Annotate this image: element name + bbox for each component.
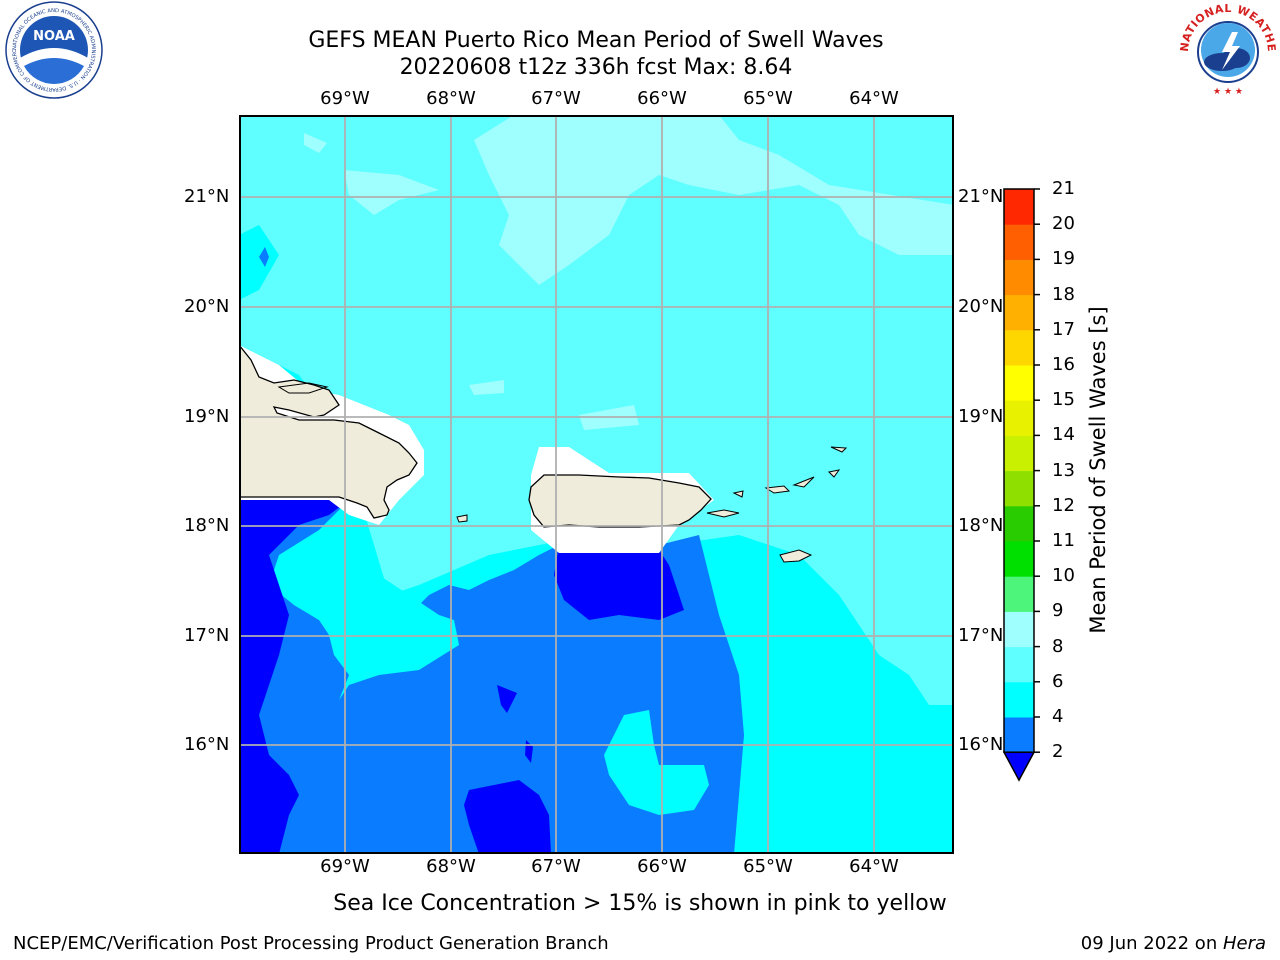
colorbar-segment	[1004, 224, 1034, 260]
colorbar-segment	[1004, 259, 1034, 296]
colorbar-tick-label: 6	[1052, 670, 1064, 692]
colorbar-label: Mean Period of Swell Waves [s]	[1086, 306, 1110, 634]
colorbar-tick-label: 13	[1052, 459, 1075, 481]
colorbar-segment	[1004, 717, 1034, 753]
colorbar-segment	[1004, 681, 1034, 718]
colorbar-segment	[1004, 576, 1034, 612]
map-frame	[239, 115, 954, 854]
lon-tick-top: 68°W	[426, 88, 476, 109]
puerto-rico-landmass	[528, 474, 712, 528]
band-9-10-north	[474, 115, 954, 285]
lon-tick-top: 64°W	[849, 88, 899, 109]
band-8-9	[239, 115, 954, 705]
colorbar-tick-label: 12	[1052, 494, 1075, 516]
colorbar-tick-label: 20	[1052, 213, 1075, 235]
colorbar-segment	[1004, 294, 1034, 331]
colorbar-tick-label: 4	[1052, 706, 1064, 727]
colorbar-tick-label: 17	[1052, 318, 1075, 340]
footer-date: 09 Jun 2022 on Hera	[1081, 933, 1266, 954]
map-gridlines	[239, 115, 954, 854]
colorbar-segment	[1004, 541, 1034, 577]
colorbar-segment	[1004, 470, 1034, 507]
swell-period-map	[239, 115, 954, 854]
colorbar-tick-label: 9	[1052, 600, 1064, 622]
hispaniola-landmass	[239, 343, 418, 519]
lat-tick-left: 17°N	[184, 625, 230, 646]
colorbar-segment	[1004, 400, 1034, 436]
colorbar-tick-label: 21	[1052, 178, 1075, 199]
noaa-logo: NOAA NATIONAL OCEANIC AND ATMOSPHERIC AD…	[2, 0, 103, 99]
lat-tick-left: 16°N	[184, 734, 230, 755]
colorbar-tick-label: 15	[1052, 389, 1075, 411]
lat-tick-right: 16°N	[958, 734, 1004, 755]
band-2-4	[239, 500, 349, 854]
footer-credit: NCEP/EMC/Verification Post Processing Pr…	[13, 933, 609, 954]
lat-tick-right: 17°N	[958, 625, 1004, 646]
colorbar-segment	[1004, 435, 1034, 472]
colorbar-segment	[1004, 365, 1034, 401]
colorbar	[1002, 188, 1040, 782]
lat-tick-right: 18°N	[958, 515, 1004, 536]
footer-machine: Hera	[1222, 933, 1266, 954]
colorbar-segment	[1004, 611, 1034, 648]
lat-tick-left: 20°N	[184, 296, 230, 317]
colorbar-tick-label: 16	[1052, 354, 1075, 375]
colorbar-tick-label: 14	[1052, 424, 1075, 446]
lon-tick-bottom: 64°W	[849, 856, 899, 877]
colorbar-tick-label: 18	[1052, 283, 1075, 305]
lon-tick-bottom: 66°W	[637, 856, 687, 877]
colorbar-segment	[1004, 189, 1034, 225]
lon-tick-bottom: 68°W	[426, 856, 476, 877]
map-title: GEFS MEAN Puerto Rico Mean Period of Swe…	[308, 28, 884, 53]
lat-tick-right: 19°N	[958, 406, 1004, 427]
lon-tick-top: 69°W	[320, 88, 370, 109]
colorbar-segment	[1004, 505, 1034, 542]
nws-logo: NATIONAL WEATHER SERVICE ★ ★ ★	[1176, 0, 1278, 99]
colorbar-tick-label: 8	[1052, 635, 1064, 657]
colorbar-tick-label: 10	[1052, 565, 1075, 587]
colorbar-tick-label: 19	[1052, 248, 1075, 270]
lon-tick-bottom: 67°W	[531, 856, 581, 877]
lat-tick-left: 21°N	[184, 186, 230, 207]
lat-tick-right: 21°N	[958, 186, 1004, 207]
lon-tick-bottom: 65°W	[743, 856, 793, 877]
lat-tick-right: 20°N	[958, 296, 1004, 317]
footer-date-text: 09 Jun 2022 on	[1080, 933, 1223, 954]
lon-tick-bottom: 69°W	[320, 856, 370, 877]
lon-tick-top: 65°W	[743, 88, 793, 109]
lon-tick-top: 67°W	[531, 88, 581, 109]
sea-ice-caption: Sea Ice Concentration > 15% is shown in …	[333, 891, 947, 916]
map-subtitle: 20220608 t12z 336h fcst Max: 8.64	[399, 55, 793, 80]
svg-text:★ ★ ★: ★ ★ ★	[1213, 87, 1243, 97]
colorbar-extend-arrow	[1002, 751, 1036, 782]
colorbar-tick-label: 2	[1052, 741, 1064, 763]
noaa-logo-text: NOAA	[33, 29, 75, 44]
lat-tick-left: 18°N	[184, 515, 230, 536]
colorbar-segment	[1004, 646, 1034, 683]
colorbar-segment	[1004, 329, 1034, 366]
colorbar-tick-label: 11	[1052, 530, 1075, 551]
lat-tick-left: 19°N	[184, 406, 230, 427]
lon-tick-top: 66°W	[637, 88, 687, 109]
